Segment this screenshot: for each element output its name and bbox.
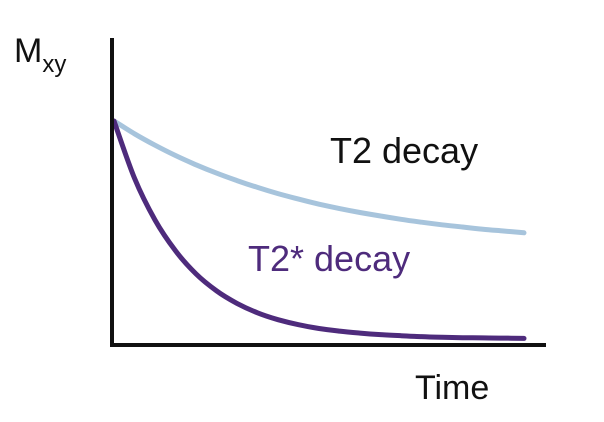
y-axis-label: Mxy: [14, 32, 66, 78]
series-label-t2: T2 decay: [330, 130, 478, 171]
series-line-t2-star: [111, 118, 527, 341]
series-curves: [111, 118, 527, 341]
x-axis-label: Time: [415, 369, 489, 407]
series-label-t2-star: T2* decay: [248, 238, 410, 279]
y-axis-label-main: M: [14, 32, 42, 70]
y-axis-label-subscript: xy: [42, 51, 66, 78]
series-line-t2: [111, 118, 527, 236]
